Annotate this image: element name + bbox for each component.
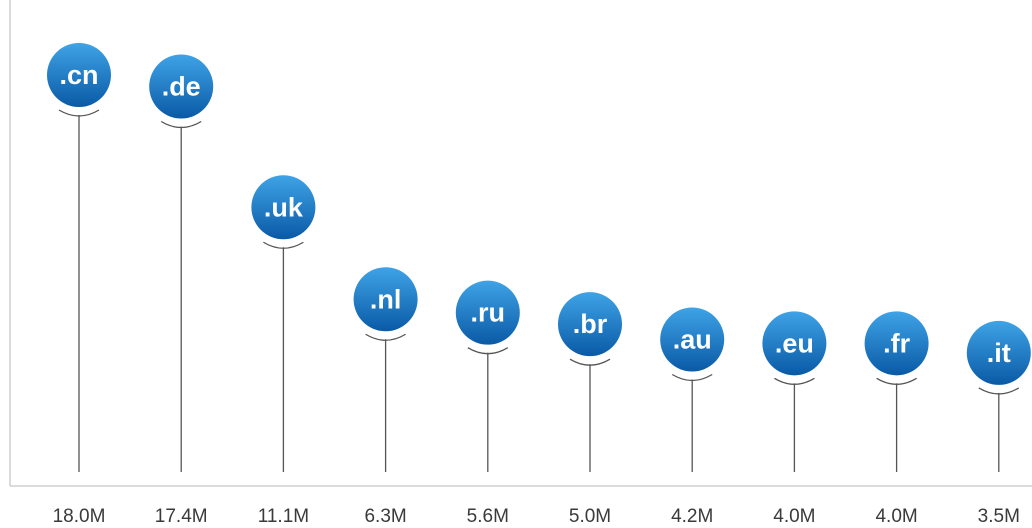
tld-label: .br bbox=[573, 309, 608, 339]
tld-label: .au bbox=[673, 325, 712, 355]
tld-bubble bbox=[660, 307, 725, 372]
bubble-base-arc bbox=[160, 120, 202, 129]
tld-bubble bbox=[762, 311, 827, 376]
bubble-base-arc bbox=[774, 377, 815, 385]
tld-bubble bbox=[558, 292, 622, 357]
tld-label: .eu bbox=[775, 328, 814, 358]
value-label: 4.0M bbox=[773, 506, 815, 527]
bubble-base-arc bbox=[467, 347, 509, 355]
value-label: 4.0M bbox=[875, 506, 917, 527]
bubble-base-arc bbox=[58, 109, 100, 117]
bubble-base-arc bbox=[671, 373, 713, 382]
tld-label: .nl bbox=[370, 284, 402, 314]
bubble-base-arc bbox=[876, 377, 917, 385]
bubble-base-arc bbox=[569, 358, 611, 366]
value-label: 4.2M bbox=[671, 506, 713, 527]
value-label: 5.6M bbox=[467, 506, 509, 527]
tld-bubble bbox=[251, 175, 316, 240]
tld-label: .uk bbox=[264, 192, 304, 222]
bubble-base-arc bbox=[263, 241, 304, 249]
value-label: 11.1M bbox=[258, 506, 309, 527]
value-label: 18.0M bbox=[53, 506, 106, 527]
tld-label: .it bbox=[987, 338, 1011, 368]
value-label: 3.5M bbox=[978, 506, 1020, 527]
value-label: 17.4M bbox=[155, 506, 208, 527]
tld-label: .de bbox=[162, 72, 201, 102]
tld-bubble bbox=[149, 54, 214, 119]
tld-label: .ru bbox=[471, 298, 506, 328]
tld-bubble bbox=[47, 43, 111, 107]
bubble-base-arc bbox=[978, 387, 1020, 395]
tld-label: .cn bbox=[59, 60, 98, 90]
tld-bubble bbox=[353, 267, 418, 332]
tld-bubble bbox=[455, 280, 520, 345]
tld-bubble bbox=[966, 320, 1031, 385]
tld-bubble bbox=[864, 311, 929, 376]
value-label: 5.0M bbox=[569, 506, 611, 527]
bubble-base-arc bbox=[365, 333, 406, 341]
value-label: 6.3M bbox=[364, 506, 406, 527]
tld-label: .fr bbox=[883, 328, 910, 358]
